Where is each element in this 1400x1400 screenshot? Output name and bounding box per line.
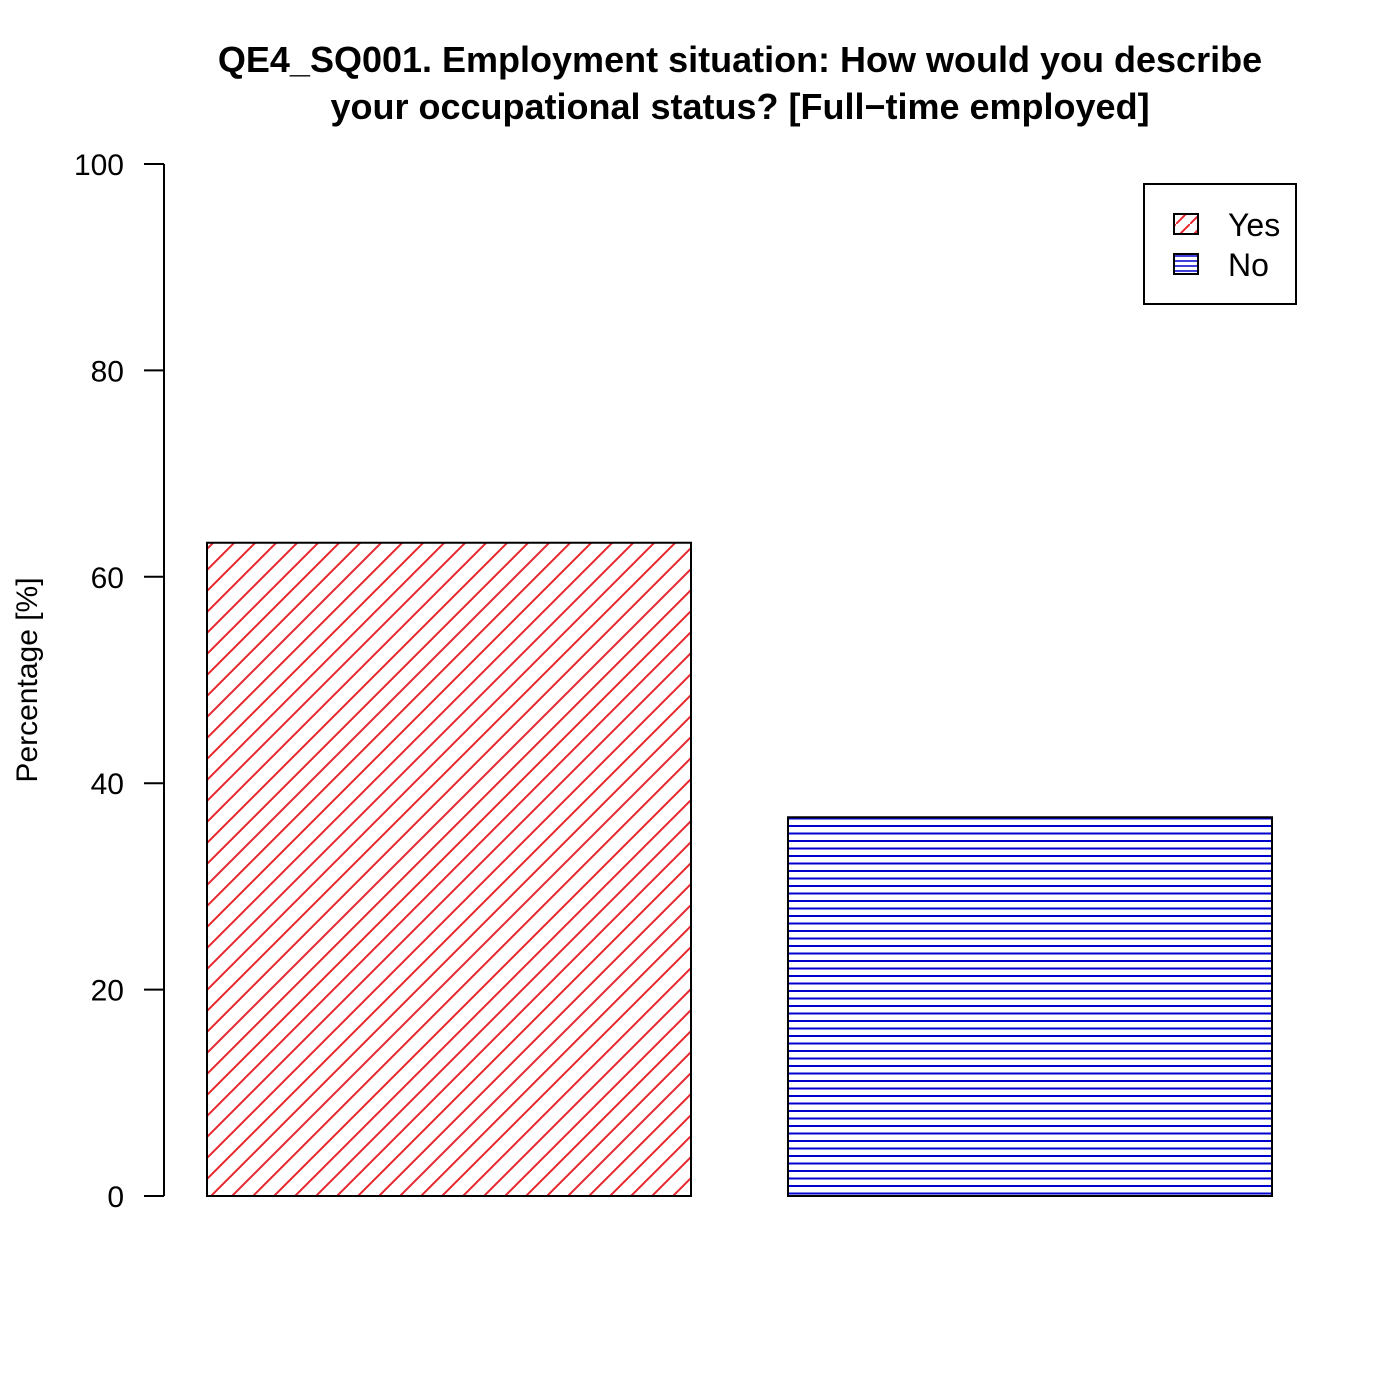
y-tick-label: 80 [91, 355, 124, 388]
y-axis: 0 20 40 60 80 100 [74, 149, 165, 1214]
y-tick-label: 40 [91, 768, 124, 801]
legend-box [1143, 183, 1297, 305]
legend-label-yes: Yes [1228, 207, 1280, 243]
bar-yes [206, 541, 692, 1197]
legend: Yes No [1143, 183, 1297, 305]
bars [206, 541, 1273, 1197]
chart-title: QE4_SQ001. Employment situation: How wou… [218, 39, 1262, 127]
y-tick-label: 60 [91, 562, 124, 595]
y-tick-label: 100 [74, 149, 124, 182]
legend-swatch-no [1173, 253, 1199, 275]
bar-no [787, 816, 1273, 1197]
y-tick-label: 0 [107, 1181, 124, 1214]
y-tick-label: 20 [91, 975, 124, 1008]
chart-title-line-2: your occupational status? [Full−time emp… [330, 86, 1149, 127]
legend-swatch-yes [1173, 213, 1199, 235]
chart-title-line-1: QE4_SQ001. Employment situation: How wou… [218, 39, 1262, 80]
legend-label-no: No [1228, 247, 1269, 283]
y-axis-label: Percentage [%] [11, 577, 44, 782]
